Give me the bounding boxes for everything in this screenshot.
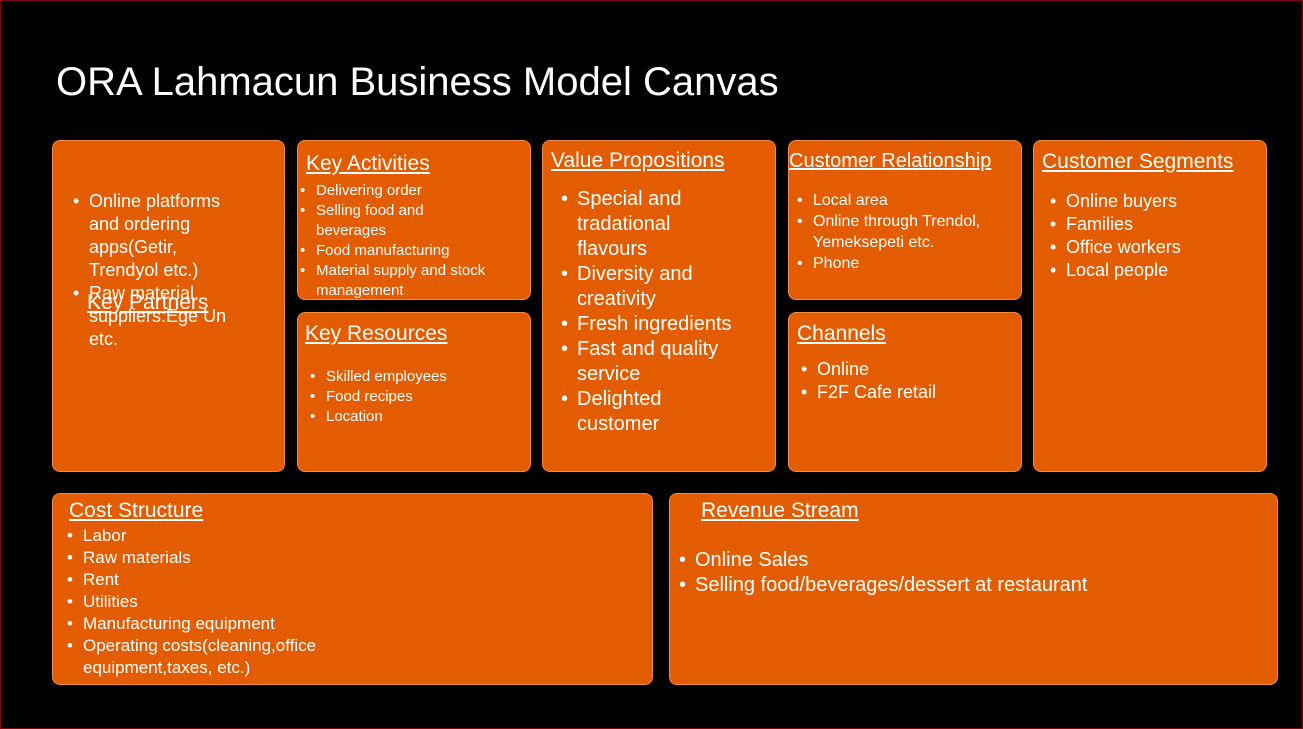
list-item: Manufacturing equipment — [65, 613, 365, 635]
list-item: Phone — [795, 253, 1021, 274]
list-item: F2F Cafe retail — [799, 381, 1009, 404]
list-item: Location — [308, 407, 518, 427]
key-activities-list: Delivering order Selling food and bevera… — [298, 181, 526, 299]
list-item: Online buyers — [1048, 190, 1258, 213]
customer-relationship-box: Customer Relationship Local area Online … — [788, 140, 1022, 300]
list-item: Local people — [1048, 259, 1258, 282]
value-propositions-list: Special and tradational flavours Diversi… — [559, 187, 771, 437]
list-item: Online — [799, 358, 1009, 381]
list-item: Labor — [65, 525, 365, 547]
key-partners-list: Online platforms and ordering apps(Getir… — [71, 190, 251, 351]
list-item: Fast and quality service — [559, 337, 747, 387]
list-item: Operating costs(cleaning,office equipmen… — [65, 635, 365, 679]
cost-structure-box: Cost Structure Labor Raw materials Rent … — [52, 493, 653, 685]
list-item: Online platforms and ordering apps(Getir… — [71, 190, 251, 282]
list-item: Rent — [65, 569, 365, 591]
customer-segments-heading: Customer Segments — [1042, 150, 1234, 173]
value-propositions-heading: Value Propositions — [551, 149, 725, 172]
list-item: Food manufacturing — [298, 241, 526, 261]
list-item: Online Sales — [677, 548, 1257, 573]
customer-relationship-list: Local area Online through Trendol, Yemek… — [795, 190, 1021, 274]
list-item: Delighted customer — [559, 387, 727, 437]
list-item: Diversity and creativity — [559, 262, 727, 312]
customer-relationship-heading: Customer Relationship — [789, 150, 992, 172]
channels-list: Online F2F Cafe retail — [799, 358, 1009, 404]
list-item: Utilities — [65, 591, 365, 613]
list-item: Skilled employees — [308, 367, 518, 387]
page-title: ORA Lahmacun Business Model Canvas — [56, 60, 779, 104]
list-item: Raw material suppliers:Ege Un etc. — [71, 282, 251, 351]
key-resources-heading: Key Resources — [305, 322, 448, 345]
revenue-stream-list: Online Sales Selling food/beverages/dess… — [677, 548, 1257, 598]
key-activities-box: Key Activities Delivering order Selling … — [297, 140, 531, 300]
channels-box: Channels Online F2F Cafe retail — [788, 312, 1022, 472]
list-item: Food recipes — [308, 387, 518, 407]
key-resources-box: Key Resources Skilled employees Food rec… — [297, 312, 531, 472]
key-resources-list: Skilled employees Food recipes Location — [308, 367, 518, 427]
list-item: Special and tradational flavours — [559, 187, 727, 262]
list-item: Material supply and stock management — [298, 261, 530, 299]
revenue-stream-box: Revenue Stream Online Sales Selling food… — [669, 493, 1278, 685]
channels-heading: Channels — [797, 322, 886, 345]
list-item: Families — [1048, 213, 1258, 236]
customer-segments-list: Online buyers Families Office workers Lo… — [1048, 190, 1258, 282]
list-item: Online through Trendol, Yemeksepeti etc. — [795, 211, 1021, 253]
value-propositions-box: Value Propositions Special and tradation… — [542, 140, 776, 472]
revenue-stream-heading: Revenue Stream — [701, 499, 859, 522]
list-item: Local area — [795, 190, 1021, 211]
key-partners-box: Key Partners Online platforms and orderi… — [52, 140, 285, 472]
list-item: Office workers — [1048, 236, 1258, 259]
list-item: Selling food and beverages — [298, 201, 466, 241]
customer-segments-box: Customer Segments Online buyers Families… — [1033, 140, 1267, 472]
cost-structure-list: Labor Raw materials Rent Utilities Manuf… — [65, 525, 365, 679]
list-item: Fresh ingredients — [559, 312, 771, 337]
list-item: Raw materials — [65, 547, 365, 569]
key-activities-heading: Key Activities — [306, 152, 430, 175]
cost-structure-heading: Cost Structure — [69, 499, 204, 522]
list-item: Selling food/beverages/dessert at restau… — [677, 573, 1257, 598]
list-item: Delivering order — [298, 181, 526, 201]
